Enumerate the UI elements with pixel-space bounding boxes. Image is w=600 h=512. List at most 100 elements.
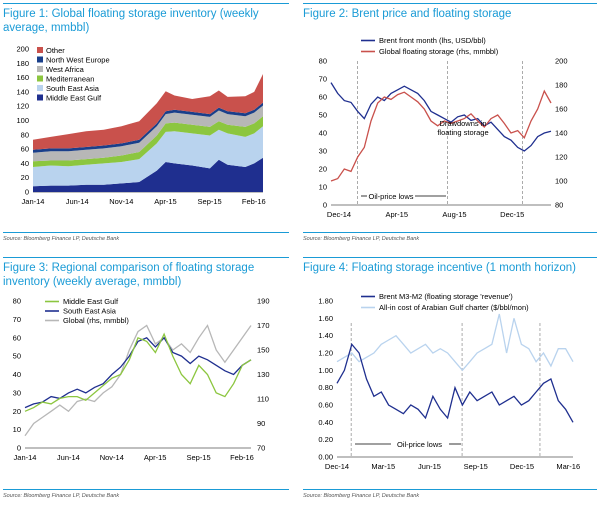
- figure-1-legend-swatch: [37, 75, 43, 82]
- figure-1-title: Figure 1: Global floating storage invent…: [3, 8, 259, 34]
- figure-2-left-tick-label: 40: [319, 129, 327, 138]
- figure-4-y-tick-label: 0.60: [318, 401, 333, 410]
- figure-4-legend-label: Brent M3-M2 (floating storage 'revenue'): [379, 292, 513, 301]
- figure-4-series-line-0: [336, 313, 574, 372]
- figure-2-series-line-1: [330, 89, 552, 182]
- figure-3-legend-label: Middle East Gulf: [63, 297, 119, 306]
- figure-3-panel: Figure 3: Regional comparison of floatin…: [3, 257, 289, 507]
- figure-1-legend-label: Other: [46, 46, 65, 55]
- figure-1-chart: 0 20 40 60 80 100 120 140 160 180 200 Jan-14 Jun-14 N…: [16, 45, 265, 207]
- figure-2-x-tick-label: Dec-14: [327, 210, 351, 219]
- figure-1-area-1: [33, 126, 263, 187]
- figure-1-y-tick-label: 120: [16, 102, 29, 111]
- figure-1-y-tick-label: 160: [16, 73, 29, 82]
- figure-2-x-tick-label: Apr-15: [385, 210, 408, 219]
- figure-3-left-tick-label: 30: [13, 388, 21, 397]
- figure-1-legend-label: Mediterranean: [46, 75, 94, 84]
- figure-1-legend-swatch: [37, 66, 43, 72]
- figure-1-x-tick-label: Nov-14: [109, 197, 133, 206]
- figure-4-x-tick-label: Mar-15: [371, 462, 395, 471]
- figure-2-right-tick-label: 120: [555, 153, 568, 162]
- figure-1-panel: Figure 1: Global floating storage invent…: [3, 3, 289, 248]
- figure-3-x-tick-label: Jun-14: [57, 453, 80, 462]
- figure-1-x-tick-label: Apr-15: [154, 197, 177, 206]
- figure-1-x-tick-label: Jan-14: [22, 197, 45, 206]
- figure-1-legend-swatch: [37, 94, 43, 101]
- figure-3-right-tick-label: 110: [257, 395, 269, 404]
- figure-1-legend-label: West Africa: [46, 65, 85, 74]
- figure-2-legend-label: Global floating storage (rhs, mmbbl): [379, 47, 499, 56]
- figure-2-panel: Figure 2: Brent price and floating stora…: [303, 3, 597, 248]
- figure-4-y-tick-label: 0.80: [318, 383, 333, 392]
- figure-2-left-tick-label: 0: [323, 201, 327, 210]
- figure-2-top-rule: [303, 3, 597, 4]
- figure-2-right-tick-label: 80: [555, 201, 563, 210]
- figure-3-left-tick-label: 10: [13, 425, 21, 434]
- figure-1-area-2: [33, 116, 263, 167]
- figure-2-left-tick-label: 50: [319, 111, 327, 120]
- figure-1-y-tick-label: 180: [16, 59, 29, 68]
- figure-3-series-line-2: [24, 332, 252, 412]
- figure-2-legend-label: Brent front month (lhs, USD/bbl): [379, 36, 486, 45]
- figure-2-series-line-0: [330, 82, 552, 152]
- figure-2-title: Figure 2: Brent price and floating stora…: [303, 8, 512, 20]
- figure-3-source: Source: Bloomberg Finance LP, Deutsche B…: [3, 493, 120, 499]
- figure-2-left-tick-label: 80: [319, 57, 327, 66]
- figure-4-y-tick-label: 0.20: [318, 435, 333, 444]
- figure-3-right-tick-label: 150: [257, 346, 270, 355]
- figure-3-left-tick-label: 80: [13, 297, 21, 306]
- figure-1-y-tick-label: 100: [16, 116, 29, 125]
- figure-4-panel: Figure 4: Floating storage incentive (1 …: [303, 257, 597, 507]
- figure-1-y-tick-label: 0: [25, 188, 29, 197]
- figure-2-left-tick-label: 30: [319, 147, 327, 156]
- figure-1-y-tick-label: 140: [16, 87, 29, 96]
- figure-1-y-tick-label: 200: [16, 45, 29, 54]
- figure-1-y-tick-label: 20: [21, 173, 29, 182]
- figure-3-bottom-rule: [3, 489, 289, 490]
- figure-2-annotation-drawdowns-2: floating storage: [437, 128, 488, 137]
- figure-2-left-tick-label: 20: [319, 165, 327, 174]
- figure-3-legend-label: Global (rhs, mmbbl): [63, 316, 129, 325]
- figure-2-bottom-rule: [303, 232, 597, 233]
- figure-4-legend-label: All-in cost of Arabian Gulf charter ($/b…: [379, 303, 529, 312]
- figure-3-right-tick-label: 170: [257, 321, 270, 330]
- figure-2-right-tick-label: 160: [555, 105, 568, 114]
- figure-4-x-tick-label: Sep-15: [464, 462, 488, 471]
- figure-2-annotation-lows: Oil-price lows: [368, 192, 413, 201]
- figure-3-left-tick-label: 0: [17, 444, 21, 453]
- figure-1-area-4: [33, 102, 263, 153]
- figure-1-legend-label: South East Asia: [46, 84, 100, 93]
- figure-2-left-tick-label: 10: [319, 183, 327, 192]
- figure-3-left-tick-label: 40: [13, 370, 21, 379]
- figure-3-series-line-0: [24, 324, 252, 437]
- figure-2-left-tick-label: 60: [319, 93, 327, 102]
- figure-3-right-tick-label: 130: [257, 370, 270, 379]
- figure-4-top-rule: [303, 257, 597, 258]
- figure-1-legend-swatch: [37, 85, 43, 91]
- figure-4-y-tick-label: 1.60: [318, 314, 333, 323]
- figure-3-left-tick-label: 70: [13, 315, 21, 324]
- figure-1-legend-label: North West Europe: [46, 56, 110, 65]
- figure-3-x-tick-label: Jan-14: [14, 453, 37, 462]
- figure-4-annotation-lows: Oil-price lows: [397, 440, 442, 449]
- figure-2-source: Source: Bloomberg Finance LP, Deutsche B…: [303, 236, 420, 242]
- figure-3-chart: 0 10 20 30 40 50 60 70 80 70 90 110 130 150 170 190 Jan-…: [13, 297, 270, 463]
- figure-1-y-tick-label: 80: [21, 130, 29, 139]
- figure-3-right-tick-label: 70: [257, 444, 265, 453]
- figure-1-area-5: [33, 74, 263, 150]
- figure-4-y-tick-label: 1.40: [318, 331, 333, 340]
- figure-3-x-tick-label: Sep-15: [186, 453, 210, 462]
- figure-1-top-rule: [3, 3, 289, 4]
- figure-2-x-tick-label: Dec-15: [500, 210, 524, 219]
- figure-4-y-tick-label: 1.00: [318, 366, 333, 375]
- figure-4-chart: 0.00 0.20 0.40 0.60 0.80 1.00 1.20 1.40 1.60 1.80…: [318, 292, 580, 471]
- figure-2-x-tick-label: Aug-15: [442, 210, 466, 219]
- figure-4-x-tick-label: Mar-16: [556, 462, 580, 471]
- figure-3-left-tick-label: 20: [13, 407, 21, 416]
- figure-3-top-rule: [3, 257, 289, 258]
- figure-2-chart: 0 10 20 30 40 50 60 70 80 80 100 120 140 160 180 200 Dec…: [319, 36, 568, 219]
- figure-1-legend-swatch: [37, 56, 43, 63]
- figure-3-legend-label: South East Asia: [63, 307, 117, 316]
- figure-1-bottom-rule: [3, 232, 289, 233]
- figure-4-y-tick-label: 1.20: [318, 349, 333, 358]
